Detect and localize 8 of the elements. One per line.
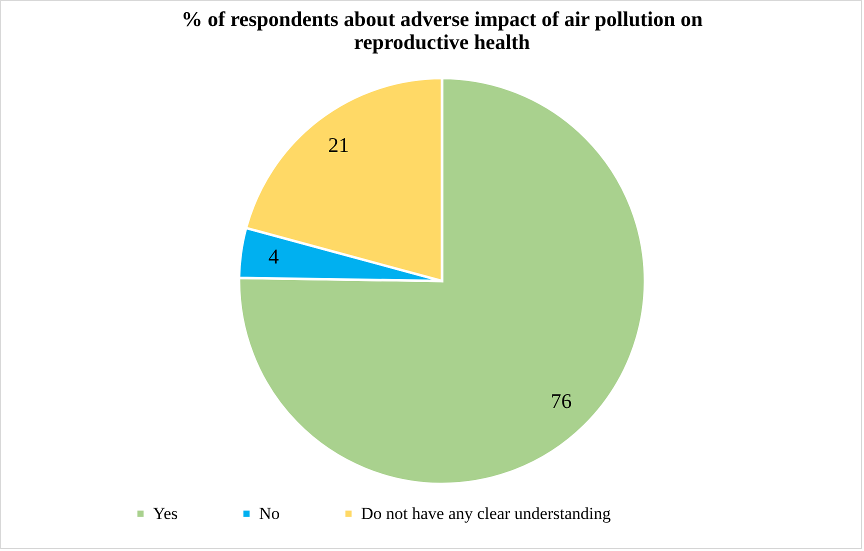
legend-label: No [259, 504, 280, 523]
pie-slice [238, 76, 646, 485]
legend-label: Do not have any clear understanding [361, 504, 612, 523]
data-label: 4 [268, 244, 280, 268]
legend-label: Yes [153, 504, 178, 523]
data-label: 76 [550, 389, 572, 414]
chart-title: % of respondents about adverse impact of air pollution on reproductive health [181, 7, 703, 54]
data-label: 21 [328, 132, 350, 157]
